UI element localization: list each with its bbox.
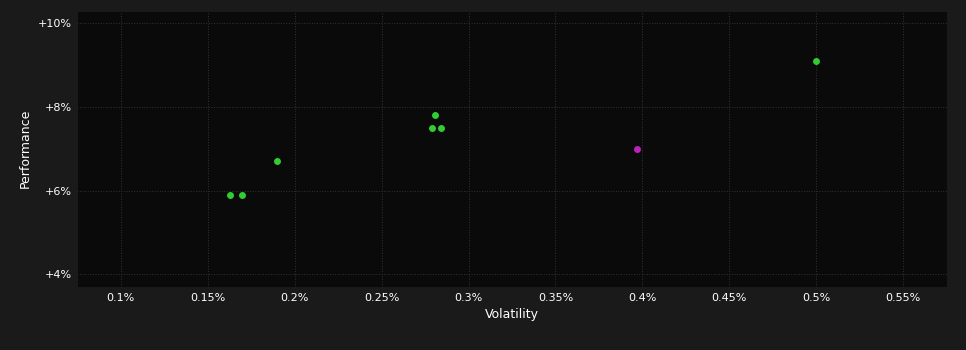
Y-axis label: Performance: Performance [19, 109, 32, 188]
X-axis label: Volatility: Volatility [485, 308, 539, 321]
